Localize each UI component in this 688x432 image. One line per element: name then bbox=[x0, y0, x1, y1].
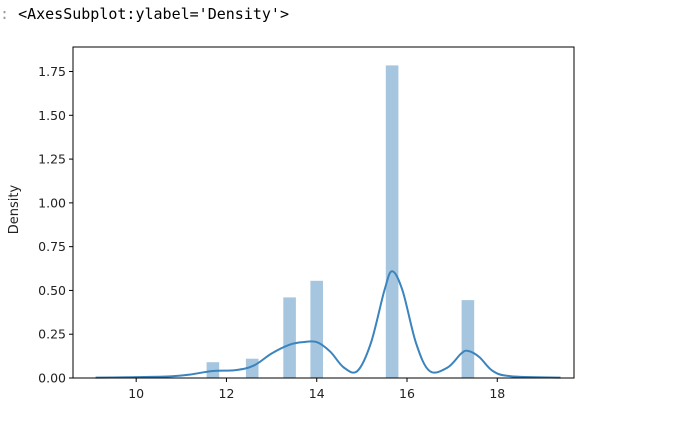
plot-frame bbox=[72, 46, 575, 379]
y-tick-label: 1.75 bbox=[38, 64, 66, 79]
x-axis: 10 12 14 16 18 bbox=[128, 378, 505, 401]
repr-text: <AxesSubplot:ylabel='Density'> bbox=[18, 5, 289, 23]
histogram-bar bbox=[310, 280, 323, 378]
y-tick-label: 0.50 bbox=[38, 283, 66, 298]
x-tick-label: 18 bbox=[489, 386, 505, 401]
x-tick-label: 14 bbox=[309, 386, 325, 401]
histogram-bar bbox=[461, 300, 475, 378]
x-tick-label: 16 bbox=[399, 386, 415, 401]
y-tick-label: 1.00 bbox=[38, 195, 66, 210]
y-tick-label: 0.25 bbox=[38, 327, 66, 342]
histogram-bar bbox=[283, 297, 296, 378]
y-tick-label: 0.75 bbox=[38, 239, 66, 254]
histogram-bar bbox=[385, 65, 399, 379]
y-tick-label: 1.25 bbox=[38, 152, 66, 167]
histogram-bar bbox=[245, 358, 259, 378]
y-axis-label: Density bbox=[7, 184, 22, 234]
x-tick-label: 12 bbox=[219, 386, 235, 401]
y-tick-label: 1.50 bbox=[38, 108, 66, 123]
kde-curve bbox=[95, 270, 561, 379]
histogram-bars bbox=[206, 65, 475, 379]
y-axis: 0.00 0.25 0.50 0.75 1.00 1.25 1.50 1.75 bbox=[38, 64, 73, 386]
y-tick-label: 0.00 bbox=[38, 371, 66, 386]
x-tick-label: 10 bbox=[128, 386, 144, 401]
cell-output-repr: : <AxesSubplot:ylabel='Density'> bbox=[0, 5, 289, 23]
prompt-mark: : bbox=[0, 5, 10, 23]
